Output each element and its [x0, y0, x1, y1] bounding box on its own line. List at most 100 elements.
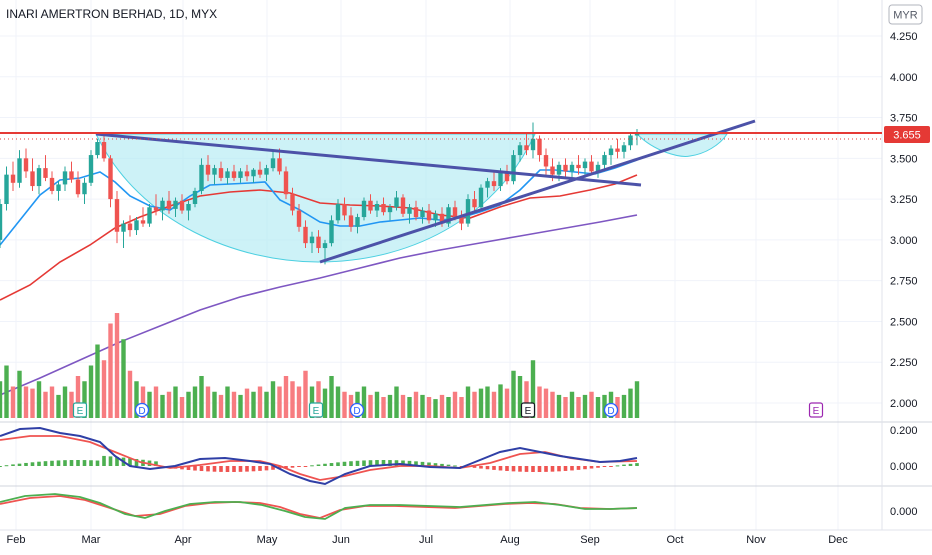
candle-body [49, 177, 55, 191]
time-tick-label: May [257, 534, 278, 546]
volume-bars [0, 313, 640, 418]
candle-body [101, 142, 107, 159]
macd-histogram-bar [401, 460, 405, 466]
volume-bar [108, 323, 113, 418]
candle-body [563, 164, 568, 172]
candle-body [108, 158, 113, 200]
ma-mid-line [0, 174, 638, 301]
candlesticks [0, 122, 640, 265]
volume-bar [595, 397, 601, 418]
candle-body [43, 168, 48, 178]
volume-bar [153, 386, 159, 418]
event-label: D [607, 406, 614, 417]
volume-bar [335, 386, 341, 418]
candle-body [153, 207, 159, 211]
candle-body [595, 164, 601, 172]
macd-histogram-bar [427, 462, 431, 466]
dividend-circle [603, 402, 619, 418]
volume-bar [452, 391, 458, 418]
price-tick-label: 3.750 [890, 113, 918, 125]
macd-histogram-bar [50, 460, 54, 466]
candle-body [303, 226, 308, 244]
volume-bar [62, 386, 68, 418]
ascending-trendline[interactable] [319, 119, 756, 264]
macd-axis-ticks: 0.200 0.000 [890, 425, 918, 473]
candle-body [114, 199, 120, 232]
dividend-marker[interactable]: D [349, 402, 365, 418]
dividend-marker[interactable]: D [134, 402, 150, 418]
earnings-box [72, 402, 88, 418]
candle-body [309, 236, 315, 244]
candle-body [602, 155, 607, 165]
candle-body [491, 181, 497, 187]
candle-body [387, 207, 393, 213]
candle-body [296, 210, 302, 227]
earnings-marker[interactable]: E [308, 402, 324, 418]
earnings-marker[interactable]: E [808, 402, 824, 418]
candle-body [517, 145, 523, 156]
macd-histogram-bar [0, 466, 2, 467]
candle-body [56, 184, 61, 191]
time-tick-label: Dec [828, 534, 848, 546]
macd-histogram-bar [128, 458, 132, 466]
volume-bar [173, 386, 178, 418]
macd-histogram-bar [56, 460, 61, 466]
candle-body [75, 179, 81, 195]
candle-body [134, 220, 139, 231]
candle-body [394, 197, 399, 208]
time-tick-label: Mar [82, 534, 101, 546]
candle-body [485, 181, 490, 188]
volume-bar [316, 381, 321, 418]
time-tick-label: Sep [580, 534, 600, 546]
volume-bar [342, 391, 347, 418]
price-tick-label: 2.750 [890, 276, 918, 288]
candle-body [4, 174, 9, 205]
dividend-marker[interactable]: D [603, 402, 619, 418]
earnings-marker[interactable]: E [72, 402, 88, 418]
candle-body [478, 187, 484, 208]
earnings-box [520, 402, 536, 418]
candle-body [524, 145, 529, 151]
earnings-marker[interactable]: E [520, 402, 536, 418]
candle-body [439, 213, 445, 224]
price-tick-label: 3.000 [890, 235, 918, 247]
volume-bar [251, 391, 256, 418]
price-tick-label: 4.000 [890, 72, 918, 84]
macd-histogram-bar [11, 464, 15, 466]
volume-bar [433, 399, 438, 418]
macd-histogram-bar [108, 456, 113, 466]
macd-histogram-bar [43, 461, 48, 466]
candle-body [10, 174, 16, 183]
descending-trendline[interactable] [95, 132, 642, 187]
macd-histogram-bar [615, 465, 620, 467]
macd-histogram-bar [310, 465, 314, 467]
volume-bar [368, 394, 373, 418]
candle-body [238, 171, 243, 178]
volume-bar [381, 397, 386, 418]
macd-histogram-bar [271, 466, 275, 470]
volume-bar [563, 397, 568, 418]
osc-axis-ticks: 0.000 [890, 506, 918, 518]
candle-body [628, 135, 633, 146]
volume-bar [134, 381, 139, 418]
candle-body [283, 171, 289, 195]
macd-histogram-bar [238, 466, 243, 472]
volume-bar [504, 388, 510, 418]
currency-label: MYR [893, 10, 918, 22]
volume-bar [296, 386, 302, 418]
volume-bar [225, 386, 230, 418]
macd-histogram-bar [596, 466, 600, 468]
currency-button[interactable]: MYR [888, 4, 923, 25]
macd-histogram-bar [368, 460, 373, 466]
candle-body [348, 215, 354, 227]
candle-body [543, 155, 549, 167]
macd-histogram-bar [511, 466, 516, 472]
macd-histogram-bar [69, 460, 74, 466]
osc-tick-label: 0.000 [890, 506, 918, 518]
volume-bar [465, 386, 471, 418]
macd-histogram-bar [388, 460, 392, 466]
volume-bar [634, 381, 640, 418]
